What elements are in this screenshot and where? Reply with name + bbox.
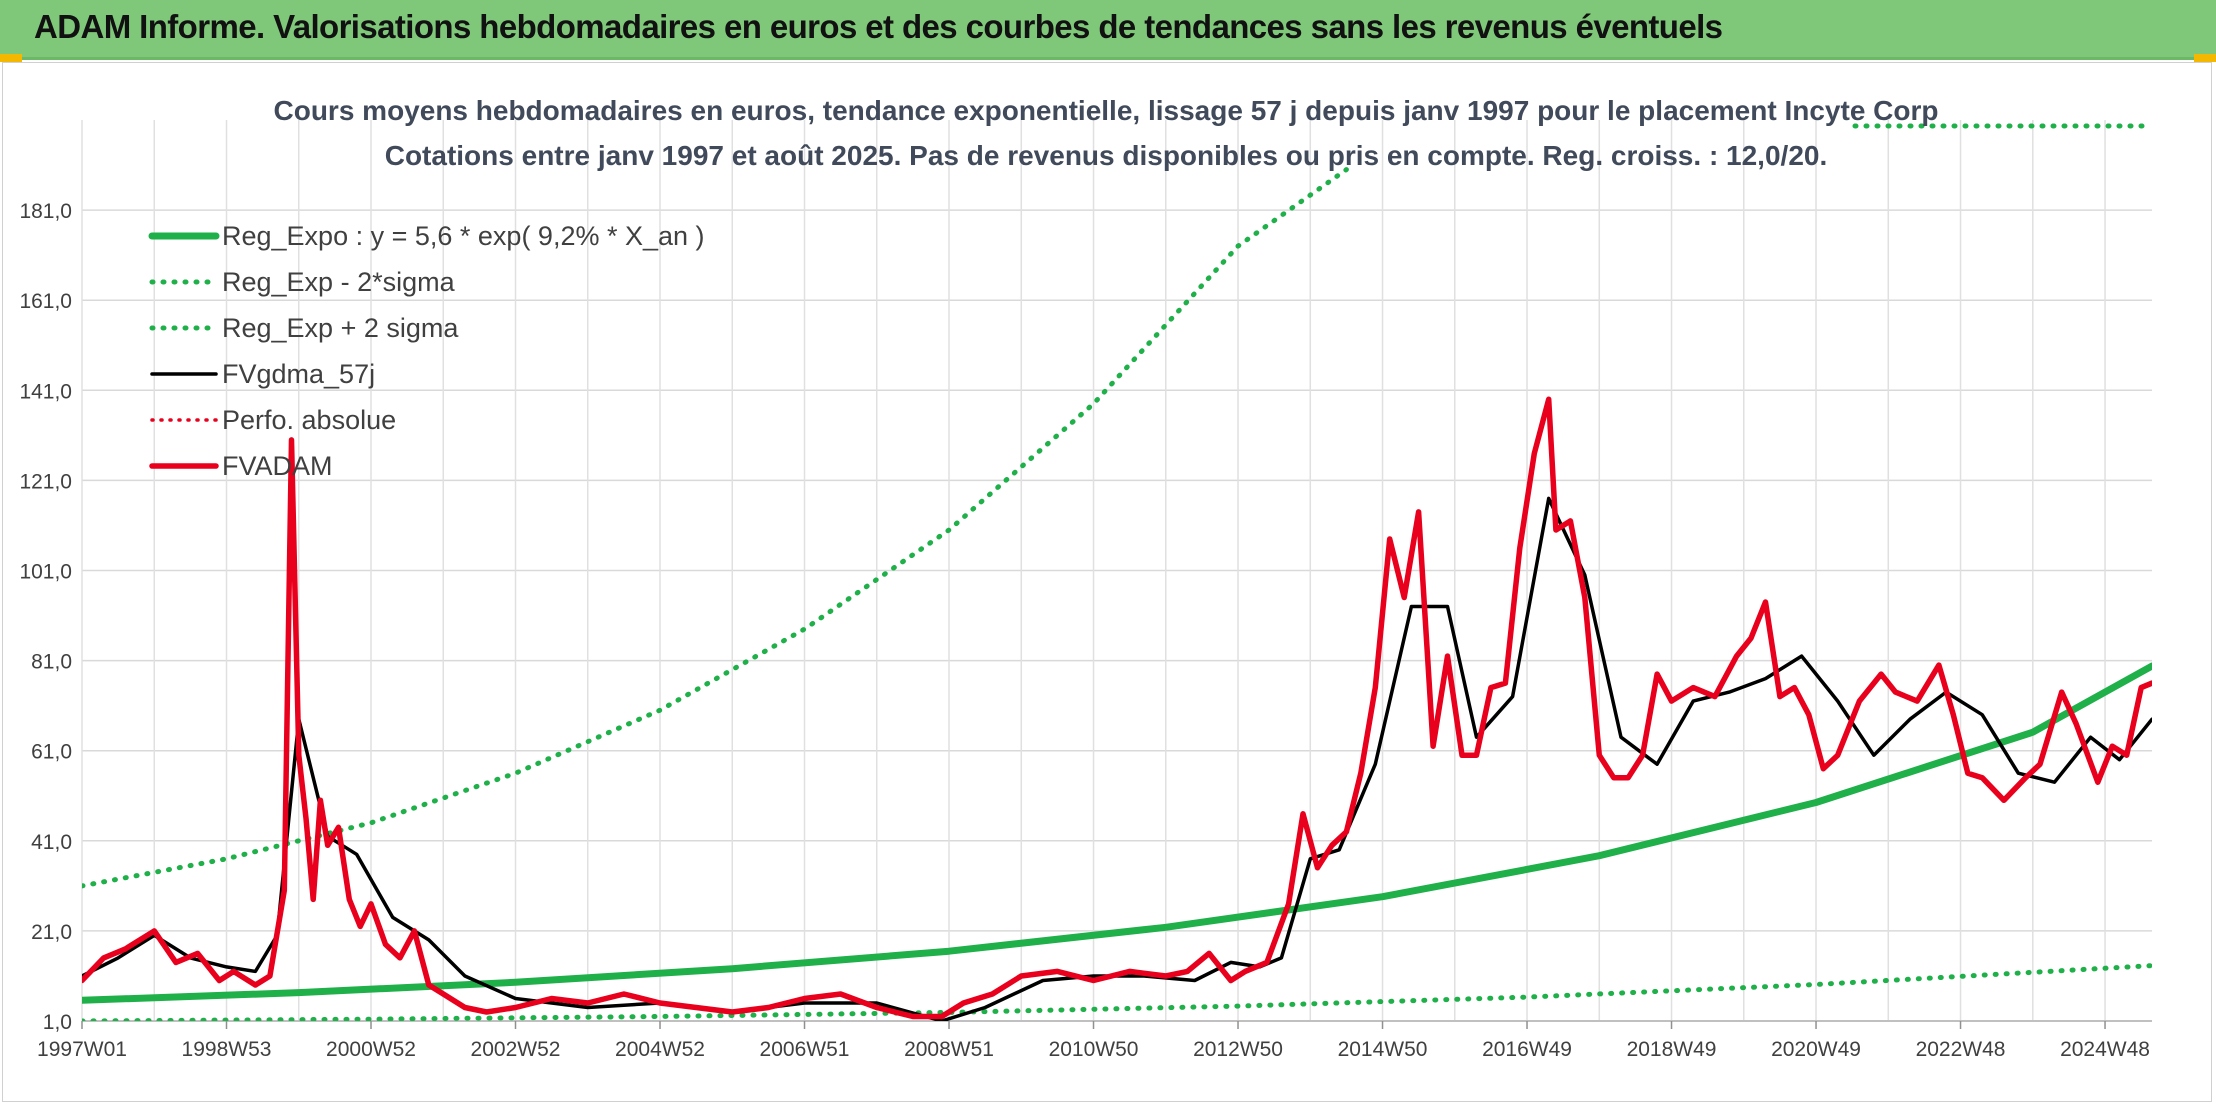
- series-line-2: [82, 167, 1349, 889]
- chart-title: Cours moyens hebdomadaires en euros, ten…: [274, 95, 1939, 126]
- x-tick-label: 2022W48: [1916, 1038, 2006, 1061]
- series-line-0: [82, 662, 2152, 1004]
- chart-subtitle: Cotations entre janv 1997 et août 2025. …: [385, 140, 1828, 171]
- x-tick-label: 2012W50: [1193, 1038, 1283, 1061]
- x-tick-label: 2006W51: [760, 1038, 850, 1061]
- y-tick-label: 21,0: [31, 921, 72, 944]
- y-tick-label: 1,0: [43, 1011, 72, 1034]
- x-tick-label: 2018W49: [1627, 1038, 1717, 1061]
- y-tick-label: 41,0: [31, 831, 72, 854]
- report-banner: ADAM Informe. Valorisations hebdomadaire…: [0, 0, 2216, 60]
- y-tick-label: 141,0: [19, 380, 72, 403]
- y-axis-ticks: 1,0 21,0 41,0 61,0 81,0 101,0 121,0 141,0 161,0 1…: [19, 200, 72, 1034]
- x-tick-label: 1997W01: [37, 1038, 127, 1061]
- x-tick-label: 2002W52: [471, 1038, 561, 1061]
- y-tick-label: 101,0: [19, 561, 72, 584]
- x-tick-label: 2020W49: [1771, 1038, 1861, 1061]
- y-tick-label: 121,0: [19, 470, 72, 493]
- y-tick-label: 161,0: [19, 290, 72, 313]
- banner-title: ADAM Informe. Valorisations hebdomadaire…: [34, 8, 1723, 45]
- corner-mark-left: [0, 54, 22, 62]
- x-tick-label: 1998W53: [182, 1038, 272, 1061]
- y-tick-label: 61,0: [31, 741, 72, 764]
- x-tick-label: 2008W51: [904, 1038, 994, 1061]
- legend-label: FVADAM: [222, 451, 333, 481]
- corner-mark-right: [2194, 54, 2216, 62]
- legend-label: Reg_Expo : y = 5,6 * exp( 9,2% * X_an ): [222, 221, 705, 251]
- chart-legend: Reg_Expo : y = 5,6 * exp( 9,2% * X_an ) R…: [148, 221, 705, 481]
- x-tick-label: 2014W50: [1338, 1038, 1428, 1061]
- x-tick-label: 2024W48: [2060, 1038, 2150, 1061]
- y-tick-label: 81,0: [31, 651, 72, 674]
- series-line-1: [82, 963, 2152, 1021]
- series-line-5: [82, 396, 2152, 1020]
- chart-series: [82, 123, 2155, 1021]
- x-axis-ticks: 1997W01 1998W53 2000W52 2002W52 2004W52 2006W…: [37, 1021, 2150, 1061]
- legend-label: Reg_Exp - 2*sigma: [222, 267, 456, 297]
- legend-label: Perfo. absolue: [222, 405, 396, 435]
- legend-label: Reg_Exp + 2 sigma: [222, 313, 459, 343]
- x-tick-label: 2010W50: [1049, 1038, 1139, 1061]
- legend-label: FVgdma_57j: [222, 359, 375, 389]
- chart-grid: [81, 120, 2152, 1022]
- chart-frame: [2, 62, 2212, 1102]
- x-tick-label: 2016W49: [1482, 1038, 1572, 1061]
- y-tick-label: 181,0: [19, 200, 72, 223]
- x-tick-label: 2000W52: [326, 1038, 416, 1061]
- series-line-3: [82, 496, 2152, 1021]
- x-tick-label: 2004W52: [615, 1038, 705, 1061]
